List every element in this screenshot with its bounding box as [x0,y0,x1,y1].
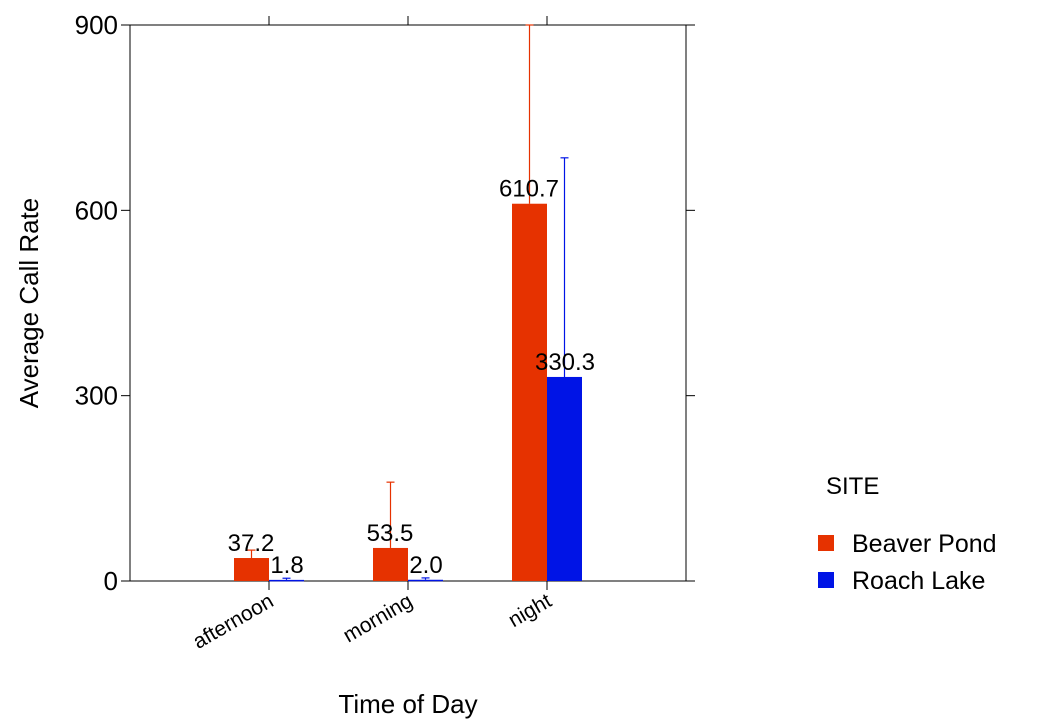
x-tick-label: afternoon [189,589,277,653]
plot-area-frame [129,24,687,582]
y-tick-label: 600 [75,195,118,225]
legend-title: SITE [826,473,879,500]
bar-beaver-pond [234,558,269,581]
bar-roach-lake [269,579,304,582]
x-axis-label: Time of Day [338,689,477,719]
data-label: 2.0 [409,552,442,579]
legend-swatch [818,535,834,551]
bars-layer [234,203,582,582]
y-tick-label: 900 [75,10,118,40]
bar-beaver-pond [373,547,408,581]
y-axis: 0 300 600 900 [75,10,695,596]
legend-swatch [818,572,834,588]
data-label: 610.7 [499,176,559,203]
data-label: 330.3 [535,349,595,376]
data-labels-layer: 37.21.8 53.5 2.0 610.7 330.3 [228,176,595,579]
data-label: 37.2 [228,530,275,557]
bar-roach-lake [408,579,443,582]
legend-label: Roach Lake [852,567,985,595]
x-tick-label: night [505,589,556,632]
y-tick-label: 0 [104,566,118,596]
bar-roach-lake [547,376,582,581]
x-tick-label: morning [339,589,416,647]
y-axis-label: Average Call Rate [14,198,44,409]
bar-beaver-pond [512,203,547,581]
y-tick-label: 300 [75,381,118,411]
legend-label: Beaver Pond [852,530,997,558]
data-label: 1.8 [270,552,303,579]
legend: SITE Beaver Pond Roach Lake [818,473,997,595]
data-label: 53.5 [367,520,414,547]
error-bars-layer [247,24,569,580]
